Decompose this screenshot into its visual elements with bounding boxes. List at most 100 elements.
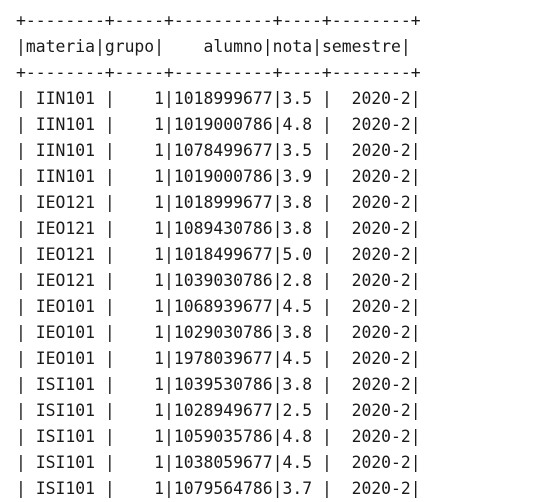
table-body: | IIN101 | 1|1018999677|3.5 | 2020-2| | I… — [16, 86, 421, 502]
cell-materia: IEO101 — [25, 323, 105, 342]
cell-nota: 3.5 — [282, 89, 322, 108]
query-result-table: +--------+-----+----------+----+--------… — [16, 8, 421, 502]
cell-semestre: 2020-2 — [331, 141, 411, 160]
table-row: | IEO121 | 1|1018499677|5.0 | 2020-2| — [16, 245, 421, 264]
cell-alumno: 1978039677 — [173, 349, 273, 368]
cell-alumno: 1019000786 — [173, 115, 273, 134]
cell-grupo: 1 — [114, 427, 165, 446]
table-row: | IIN101 | 1|1078499677|3.5 | 2020-2| — [16, 141, 421, 160]
cell-semestre: 2020-2 — [331, 375, 411, 394]
cell-nota: 2.8 — [282, 271, 322, 290]
cell-materia: IIN101 — [25, 89, 105, 108]
cell-materia: IIN101 — [25, 115, 105, 134]
cell-semestre: 2020-2 — [331, 453, 411, 472]
cell-grupo: 1 — [114, 401, 165, 420]
cell-alumno: 1079564786 — [173, 479, 273, 498]
cell-grupo: 1 — [114, 349, 165, 368]
cell-materia: IEO101 — [25, 349, 105, 368]
cell-grupo: 1 — [114, 115, 165, 134]
cell-alumno: 1039030786 — [173, 271, 273, 290]
cell-semestre: 2020-2 — [331, 193, 411, 212]
column-header-grupo: grupo — [104, 37, 155, 56]
cell-nota: 3.8 — [282, 219, 322, 238]
cell-nota: 4.8 — [282, 115, 322, 134]
cell-semestre: 2020-2 — [331, 89, 411, 108]
cell-nota: 3.8 — [282, 323, 322, 342]
table-row: | IIN101 | 1|1019000786|3.9 | 2020-2| — [16, 167, 421, 186]
table-row: | IIN101 | 1|1019000786|4.8 | 2020-2| — [16, 115, 421, 134]
cell-alumno: 1029030786 — [173, 323, 273, 342]
cell-grupo: 1 — [114, 271, 165, 290]
cell-materia: ISI101 — [25, 453, 105, 472]
cell-nota: 3.5 — [282, 141, 322, 160]
cell-alumno: 1039530786 — [173, 375, 273, 394]
cell-nota: 4.8 — [282, 427, 322, 446]
cell-materia: IEO121 — [25, 271, 105, 290]
cell-grupo: 1 — [114, 375, 165, 394]
cell-semestre: 2020-2 — [331, 349, 411, 368]
cell-materia: IEO101 — [25, 297, 105, 316]
table-header-row: |materia|grupo| alumno|nota|semestre| — [16, 37, 411, 56]
table-row: | IEO101 | 1|1068939677|4.5 | 2020-2| — [16, 297, 421, 316]
cell-materia: ISI101 — [25, 479, 105, 498]
cell-semestre: 2020-2 — [331, 297, 411, 316]
cell-semestre: 2020-2 — [331, 167, 411, 186]
cell-nota: 3.7 — [282, 479, 322, 498]
cell-alumno: 1068939677 — [173, 297, 273, 316]
column-header-semestre: semestre — [321, 37, 401, 56]
cell-nota: 2.5 — [282, 401, 322, 420]
table-row: | IEO121 | 1|1018999677|3.8 | 2020-2| — [16, 193, 421, 212]
cell-semestre: 2020-2 — [331, 427, 411, 446]
cell-grupo: 1 — [114, 193, 165, 212]
cell-alumno: 1089430786 — [173, 219, 273, 238]
cell-grupo: 1 — [114, 89, 165, 108]
cell-alumno: 1078499677 — [173, 141, 273, 160]
cell-nota: 4.5 — [282, 349, 322, 368]
column-header-nota: nota — [272, 37, 313, 56]
table-row: | IEO101 | 1|1978039677|4.5 | 2020-2| — [16, 349, 421, 368]
table-border-header: +--------+-----+----------+----+--------… — [16, 63, 421, 82]
cell-materia: ISI101 — [25, 427, 105, 446]
table-border-top: +--------+-----+----------+----+--------… — [16, 11, 421, 30]
cell-nota: 5.0 — [282, 245, 322, 264]
cell-alumno: 1018499677 — [173, 245, 273, 264]
cell-semestre: 2020-2 — [331, 401, 411, 420]
cell-materia: IIN101 — [25, 167, 105, 186]
cell-grupo: 1 — [114, 141, 165, 160]
table-row: | ISI101 | 1|1038059677|4.5 | 2020-2| — [16, 453, 421, 472]
cell-materia: IEO121 — [25, 245, 105, 264]
cell-nota: 3.8 — [282, 193, 322, 212]
cell-materia: ISI101 — [25, 375, 105, 394]
cell-nota: 3.9 — [282, 167, 322, 186]
cell-grupo: 1 — [114, 297, 165, 316]
cell-alumno: 1019000786 — [173, 167, 273, 186]
cell-semestre: 2020-2 — [331, 115, 411, 134]
cell-materia: IEO121 — [25, 193, 105, 212]
column-header-materia: materia — [25, 37, 95, 56]
table-row: | IEO121 | 1|1089430786|3.8 | 2020-2| — [16, 219, 421, 238]
table-row: | ISI101 | 1|1059035786|4.8 | 2020-2| — [16, 427, 421, 446]
cell-alumno: 1038059677 — [173, 453, 273, 472]
column-header-alumno: alumno — [203, 37, 263, 56]
cell-grupo: 1 — [114, 453, 165, 472]
cell-alumno: 1028949677 — [173, 401, 273, 420]
cell-semestre: 2020-2 — [331, 479, 411, 498]
cell-alumno: 1018999677 — [173, 89, 273, 108]
cell-semestre: 2020-2 — [331, 245, 411, 264]
cell-semestre: 2020-2 — [331, 219, 411, 238]
table-row: | ISI101 | 1|1079564786|3.7 | 2020-2| — [16, 479, 421, 498]
cell-materia: IIN101 — [25, 141, 105, 160]
cell-semestre: 2020-2 — [331, 323, 411, 342]
cell-alumno: 1018999677 — [173, 193, 273, 212]
cell-grupo: 1 — [114, 219, 165, 238]
cell-semestre: 2020-2 — [331, 271, 411, 290]
cell-nota: 4.5 — [282, 297, 322, 316]
table-row: | ISI101 | 1|1039530786|3.8 | 2020-2| — [16, 375, 421, 394]
table-row: | IEO121 | 1|1039030786|2.8 | 2020-2| — [16, 271, 421, 290]
table-row: | IEO101 | 1|1029030786|3.8 | 2020-2| — [16, 323, 421, 342]
table-row: | ISI101 | 1|1028949677|2.5 | 2020-2| — [16, 401, 421, 420]
cell-grupo: 1 — [114, 323, 165, 342]
cell-materia: ISI101 — [25, 401, 105, 420]
cell-grupo: 1 — [114, 245, 165, 264]
table-row: | IIN101 | 1|1018999677|3.5 | 2020-2| — [16, 89, 421, 108]
